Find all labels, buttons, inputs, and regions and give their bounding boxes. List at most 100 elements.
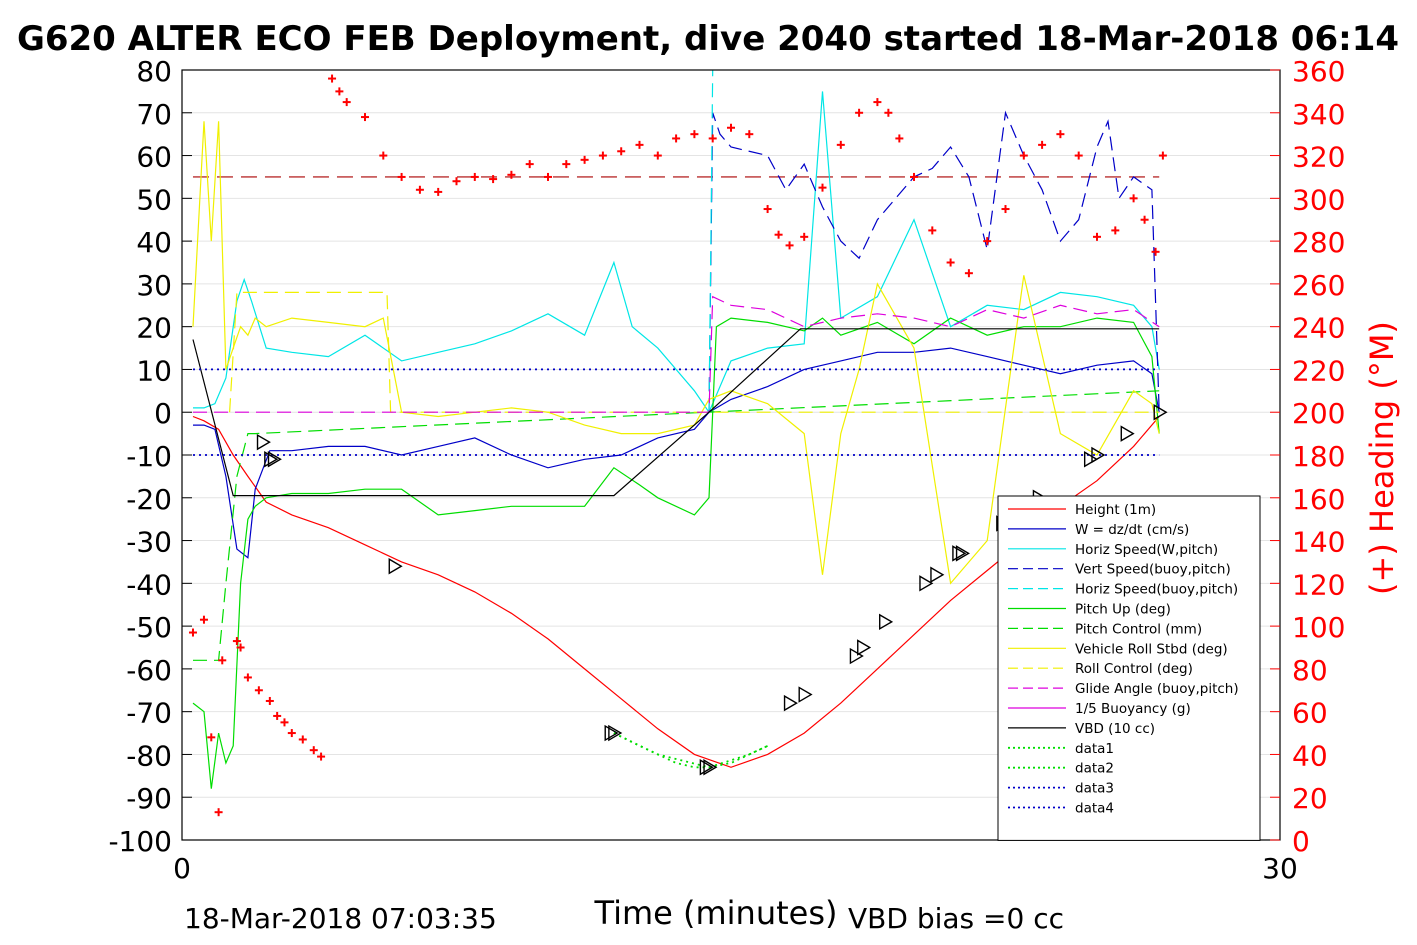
series-line-0 bbox=[192, 415, 1160, 768]
heading-point bbox=[342, 98, 351, 107]
y-tick-label: -70 bbox=[126, 697, 172, 730]
x-tick-label: 0 bbox=[173, 852, 191, 885]
triangle-marker bbox=[930, 566, 945, 583]
y-right-tick-label: 320 bbox=[1292, 141, 1345, 174]
series-line-7 bbox=[192, 121, 1160, 585]
heading-point bbox=[298, 735, 307, 744]
heading-point bbox=[280, 718, 289, 727]
heading-point bbox=[361, 113, 369, 122]
y-right-tick-label: 40 bbox=[1292, 739, 1328, 772]
heading-point bbox=[236, 643, 245, 652]
heading-points bbox=[188, 74, 1167, 817]
y-tick-label: 10 bbox=[136, 354, 172, 387]
heading-point bbox=[928, 226, 937, 235]
y-right-tick-label: 280 bbox=[1292, 226, 1345, 259]
legend-entry: Height (1m) bbox=[1075, 502, 1156, 518]
heading-point bbox=[199, 615, 208, 624]
heading-point bbox=[1129, 194, 1138, 203]
y-tick-label: 40 bbox=[136, 226, 172, 259]
triangle-marker bbox=[1153, 404, 1168, 421]
y-axis-left-ticks: -100-90-80-70-60-50-40-30-20-10010203040… bbox=[108, 55, 192, 858]
heading-point bbox=[1056, 130, 1065, 139]
y-tick-label: 70 bbox=[136, 98, 172, 131]
heading-point bbox=[218, 656, 227, 665]
heading-point bbox=[489, 175, 498, 184]
heading-point bbox=[598, 151, 607, 160]
heading-point bbox=[434, 187, 443, 196]
triangle-marker bbox=[798, 686, 813, 703]
y-right-tick-label: 300 bbox=[1292, 183, 1345, 216]
heading-point bbox=[1019, 151, 1028, 160]
heading-point bbox=[708, 134, 717, 143]
heading-point bbox=[287, 729, 296, 738]
triangle-marker bbox=[608, 724, 623, 742]
y-tick-label: -30 bbox=[126, 526, 172, 559]
footer-vbd-bias: VBD bias =0 cc bbox=[848, 902, 1064, 935]
triangle-marker bbox=[1091, 446, 1106, 464]
triangle-marker bbox=[783, 694, 798, 712]
y-tick-label: 80 bbox=[136, 55, 172, 88]
y-axis-right-ticks: 0 20 40 60 80 100 120 140 160 180 200 220 240 260 280 3… bbox=[1270, 55, 1345, 858]
legend-entry: 1/5 Buoyancy (g) bbox=[1075, 701, 1191, 717]
y-tick-label: 60 bbox=[136, 141, 172, 174]
heading-point bbox=[745, 130, 754, 139]
heading-point bbox=[525, 160, 534, 169]
heading-point bbox=[273, 711, 282, 720]
y-tick-label: -80 bbox=[126, 739, 172, 772]
heading-point bbox=[855, 108, 864, 117]
y-right-tick-label: 20 bbox=[1292, 782, 1328, 815]
heading-point bbox=[415, 185, 424, 194]
y-right-tick-label: 0 bbox=[1292, 825, 1310, 858]
chart-title: G620 ALTER ECO FEB Deployment, dive 2040… bbox=[17, 19, 1399, 59]
triangle-marker bbox=[388, 558, 403, 575]
heading-point bbox=[818, 183, 827, 192]
heading-point bbox=[836, 140, 845, 149]
y-right-tick-label: 120 bbox=[1292, 568, 1345, 601]
heading-point bbox=[317, 752, 326, 761]
legend-entry: Vert Speed(buoy,pitch) bbox=[1075, 562, 1231, 578]
heading-point bbox=[207, 733, 216, 742]
triangle-marker bbox=[703, 759, 718, 776]
y-tick-label: 20 bbox=[136, 312, 172, 345]
triangle-marker bbox=[879, 613, 894, 631]
triangle-marker bbox=[849, 647, 864, 665]
heading-point bbox=[910, 172, 918, 181]
triangle-marker bbox=[955, 545, 970, 562]
y-tick-label: -40 bbox=[126, 568, 172, 601]
legend-entry: Glide Angle (buoy,pitch) bbox=[1075, 681, 1239, 697]
y-tick-label: -20 bbox=[126, 483, 172, 516]
triangle-marker bbox=[604, 724, 619, 742]
heading-point bbox=[800, 232, 809, 241]
y-right-tick-label: 60 bbox=[1292, 697, 1328, 730]
y-right-tick-label: 160 bbox=[1292, 483, 1345, 516]
y-right-tick-label: 100 bbox=[1292, 611, 1345, 644]
y-right-tick-label: 140 bbox=[1292, 526, 1345, 559]
heading-point bbox=[1151, 247, 1160, 256]
heading-point bbox=[544, 172, 552, 181]
footer-timestamp: 18-Mar-2018 07:03:35 bbox=[184, 902, 497, 935]
series-line-12 bbox=[613, 732, 768, 769]
series-line-1 bbox=[193, 347, 1160, 559]
heading-point bbox=[774, 230, 783, 239]
heading-point bbox=[895, 134, 904, 143]
heading-point bbox=[397, 172, 406, 181]
x-tick-label: 30 bbox=[1262, 852, 1298, 885]
heading-point bbox=[507, 170, 516, 179]
y-tick-label: -50 bbox=[126, 611, 172, 644]
heading-point bbox=[470, 172, 479, 181]
series-line-5 bbox=[192, 317, 1160, 789]
y-tick-label: -10 bbox=[126, 440, 172, 473]
heading-point bbox=[617, 147, 626, 156]
x-axis-ticks: 0 30 bbox=[173, 830, 1298, 885]
heading-point bbox=[653, 151, 662, 160]
heading-point bbox=[254, 686, 263, 695]
heading-point bbox=[946, 258, 955, 267]
y-tick-label: 0 bbox=[154, 397, 172, 430]
heading-point bbox=[690, 130, 699, 139]
triangle-marker bbox=[1120, 425, 1135, 442]
heading-point bbox=[727, 123, 735, 132]
triangle-marker bbox=[1083, 451, 1099, 468]
y-right-tick-label: 360 bbox=[1292, 55, 1345, 88]
series-line-11 bbox=[192, 328, 1160, 497]
